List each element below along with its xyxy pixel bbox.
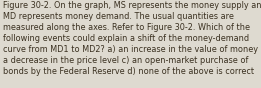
- Text: Figure 30-2. On the graph, MS represents the money supply and
MD represents mone: Figure 30-2. On the graph, MS represents…: [3, 1, 261, 76]
